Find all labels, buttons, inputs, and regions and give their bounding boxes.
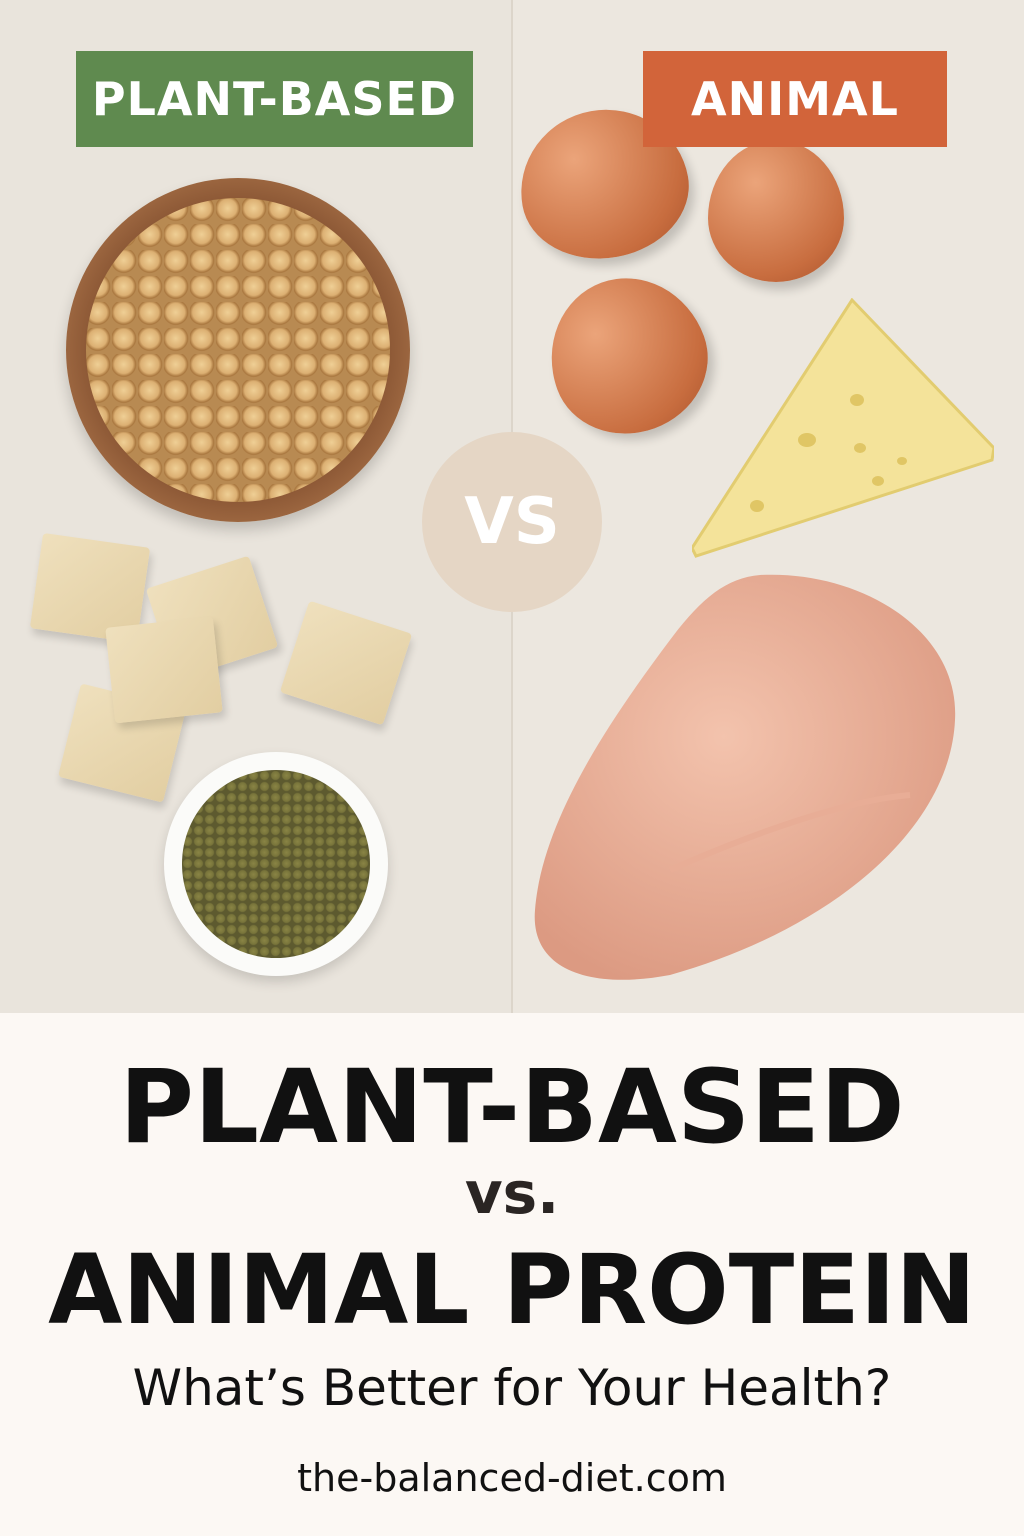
- vs-badge: VS: [422, 432, 602, 612]
- chicken-breast: [534, 574, 956, 980]
- egg: [708, 140, 844, 282]
- chickpea-bowl: [66, 178, 410, 522]
- lentils: [182, 770, 370, 958]
- chickpeas: [86, 198, 390, 502]
- hero-photo: PLANT-BASED ANIMAL VS: [0, 0, 1024, 1013]
- website-url: the-balanced-diet.com: [297, 1456, 727, 1500]
- lentil-bowl: [164, 752, 388, 976]
- subtitle: What’s Better for Your Health?: [132, 1359, 892, 1417]
- cheese-wedge: [692, 298, 994, 558]
- title-panel: PLANT-BASED vs. ANIMAL PROTEIN What’s Be…: [0, 1013, 1024, 1536]
- title-vs: vs.: [464, 1159, 560, 1227]
- tofu-cube: [105, 616, 223, 724]
- title-line-1: PLANT-BASED: [119, 1048, 905, 1167]
- plant-based-label: PLANT-BASED: [76, 51, 473, 147]
- animal-label: ANIMAL: [643, 51, 947, 147]
- title-line-3: ANIMAL PROTEIN: [48, 1234, 976, 1346]
- tofu-cube: [279, 600, 413, 726]
